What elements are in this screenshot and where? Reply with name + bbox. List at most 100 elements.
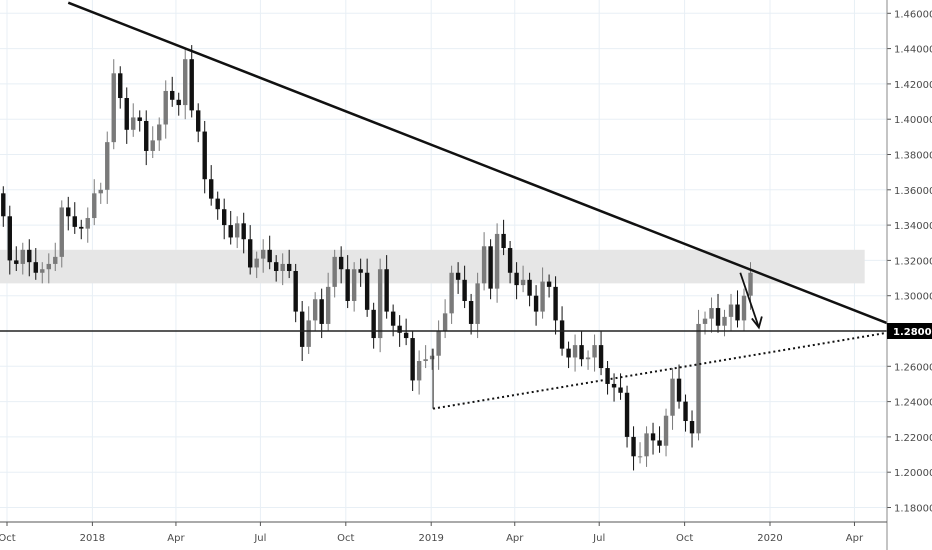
candle-body <box>150 140 155 151</box>
candle-body <box>254 258 259 268</box>
candle-body <box>105 142 110 190</box>
x-tick-label: Oct <box>676 533 693 544</box>
y-tick-label: 1.38000 <box>894 151 932 162</box>
candle-body <box>689 421 695 434</box>
candle-body <box>475 283 480 324</box>
arrow-head-icon <box>751 316 763 330</box>
x-tick-label: Apr <box>506 533 524 544</box>
candle-body <box>345 269 350 301</box>
candle-body <box>92 193 97 219</box>
candle-body <box>364 272 370 310</box>
candle-body <box>618 387 623 393</box>
candle-body <box>520 279 526 286</box>
candle-body <box>481 246 487 284</box>
dotted-support-line <box>432 331 888 410</box>
y-tick-label: 1.40000 <box>894 115 932 126</box>
candle-body <box>494 233 500 289</box>
candle-body <box>260 249 266 259</box>
candle-body <box>46 263 51 270</box>
candle-body <box>202 131 207 180</box>
candle-body <box>533 295 539 312</box>
y-tick-label: 1.46000 <box>894 9 932 20</box>
x-tick-label: 2019 <box>418 533 443 544</box>
x-tick-label: 2018 <box>80 533 105 544</box>
candle-body <box>72 216 77 227</box>
candle-body <box>241 223 246 240</box>
candle-body <box>423 359 428 362</box>
drawings <box>0 1 888 410</box>
descending-trendline <box>67 1 888 325</box>
candle-body <box>462 279 467 301</box>
x-tick-label: Jul <box>253 533 266 544</box>
y-tick-label: 1.34000 <box>894 221 932 232</box>
y-tick-label: 1.22000 <box>894 433 932 444</box>
candle-body <box>605 368 610 384</box>
candle-body <box>196 110 201 132</box>
candle-body <box>442 313 448 331</box>
candle-body <box>176 99 181 106</box>
candle-body <box>338 256 344 270</box>
candle-body <box>546 281 552 287</box>
candle-body <box>247 239 253 268</box>
candle-body <box>384 269 389 312</box>
candle-body <box>436 331 441 356</box>
candle-body <box>429 355 435 360</box>
candle-body <box>170 90 175 100</box>
candle-body <box>351 269 357 301</box>
candle-body <box>722 316 727 326</box>
candle-body <box>735 304 740 321</box>
candle-body <box>27 249 32 263</box>
candle-body <box>286 263 292 271</box>
candle-body <box>748 272 753 296</box>
candle-body <box>553 286 558 321</box>
candle-body <box>741 295 747 321</box>
candle-body <box>377 269 383 339</box>
candle-body <box>234 223 240 238</box>
candle-body <box>657 440 662 446</box>
candle-body <box>397 325 402 333</box>
candle-body <box>59 207 64 257</box>
y-tick-label: 1.44000 <box>894 45 932 56</box>
candle-body <box>715 308 721 326</box>
candle-body <box>579 345 584 360</box>
candle-body <box>358 269 363 273</box>
candle-body <box>33 262 38 273</box>
candle-body <box>332 256 337 287</box>
y-tick-label: 1.36000 <box>894 186 932 197</box>
candle-body <box>312 299 318 321</box>
candle-body <box>676 378 682 402</box>
y-tick-label: 1.26000 <box>894 362 932 373</box>
candle-body <box>215 198 220 210</box>
candle-body <box>702 318 708 324</box>
candle-body <box>293 270 298 312</box>
candle-body <box>325 286 331 324</box>
candle-body <box>709 308 714 319</box>
candle-body <box>163 90 168 125</box>
y-tick-label: 1.18000 <box>894 504 932 515</box>
price-label: 1.28000 <box>893 327 932 338</box>
x-tick-label: Apr <box>167 533 185 544</box>
candle-body <box>670 378 675 416</box>
candle-body <box>611 383 617 388</box>
candle-body <box>683 401 688 422</box>
candle-body <box>371 309 376 339</box>
candle-body <box>209 179 214 199</box>
candle-body <box>527 279 532 296</box>
candle-body <box>390 311 396 326</box>
candle-body <box>183 59 188 106</box>
candle-body <box>1 193 6 217</box>
candle-body <box>228 225 233 238</box>
candle-body <box>410 338 415 381</box>
x-tick-label: Jul <box>592 533 605 544</box>
candle-body <box>585 357 591 360</box>
candle-body <box>280 263 285 271</box>
candle-body <box>299 311 305 347</box>
candle-body <box>118 73 123 99</box>
candle-body <box>20 249 25 264</box>
candle-body <box>131 117 136 130</box>
candle-body <box>644 433 649 457</box>
candle-body <box>14 260 19 264</box>
y-tick-label: 1.30000 <box>894 292 932 303</box>
